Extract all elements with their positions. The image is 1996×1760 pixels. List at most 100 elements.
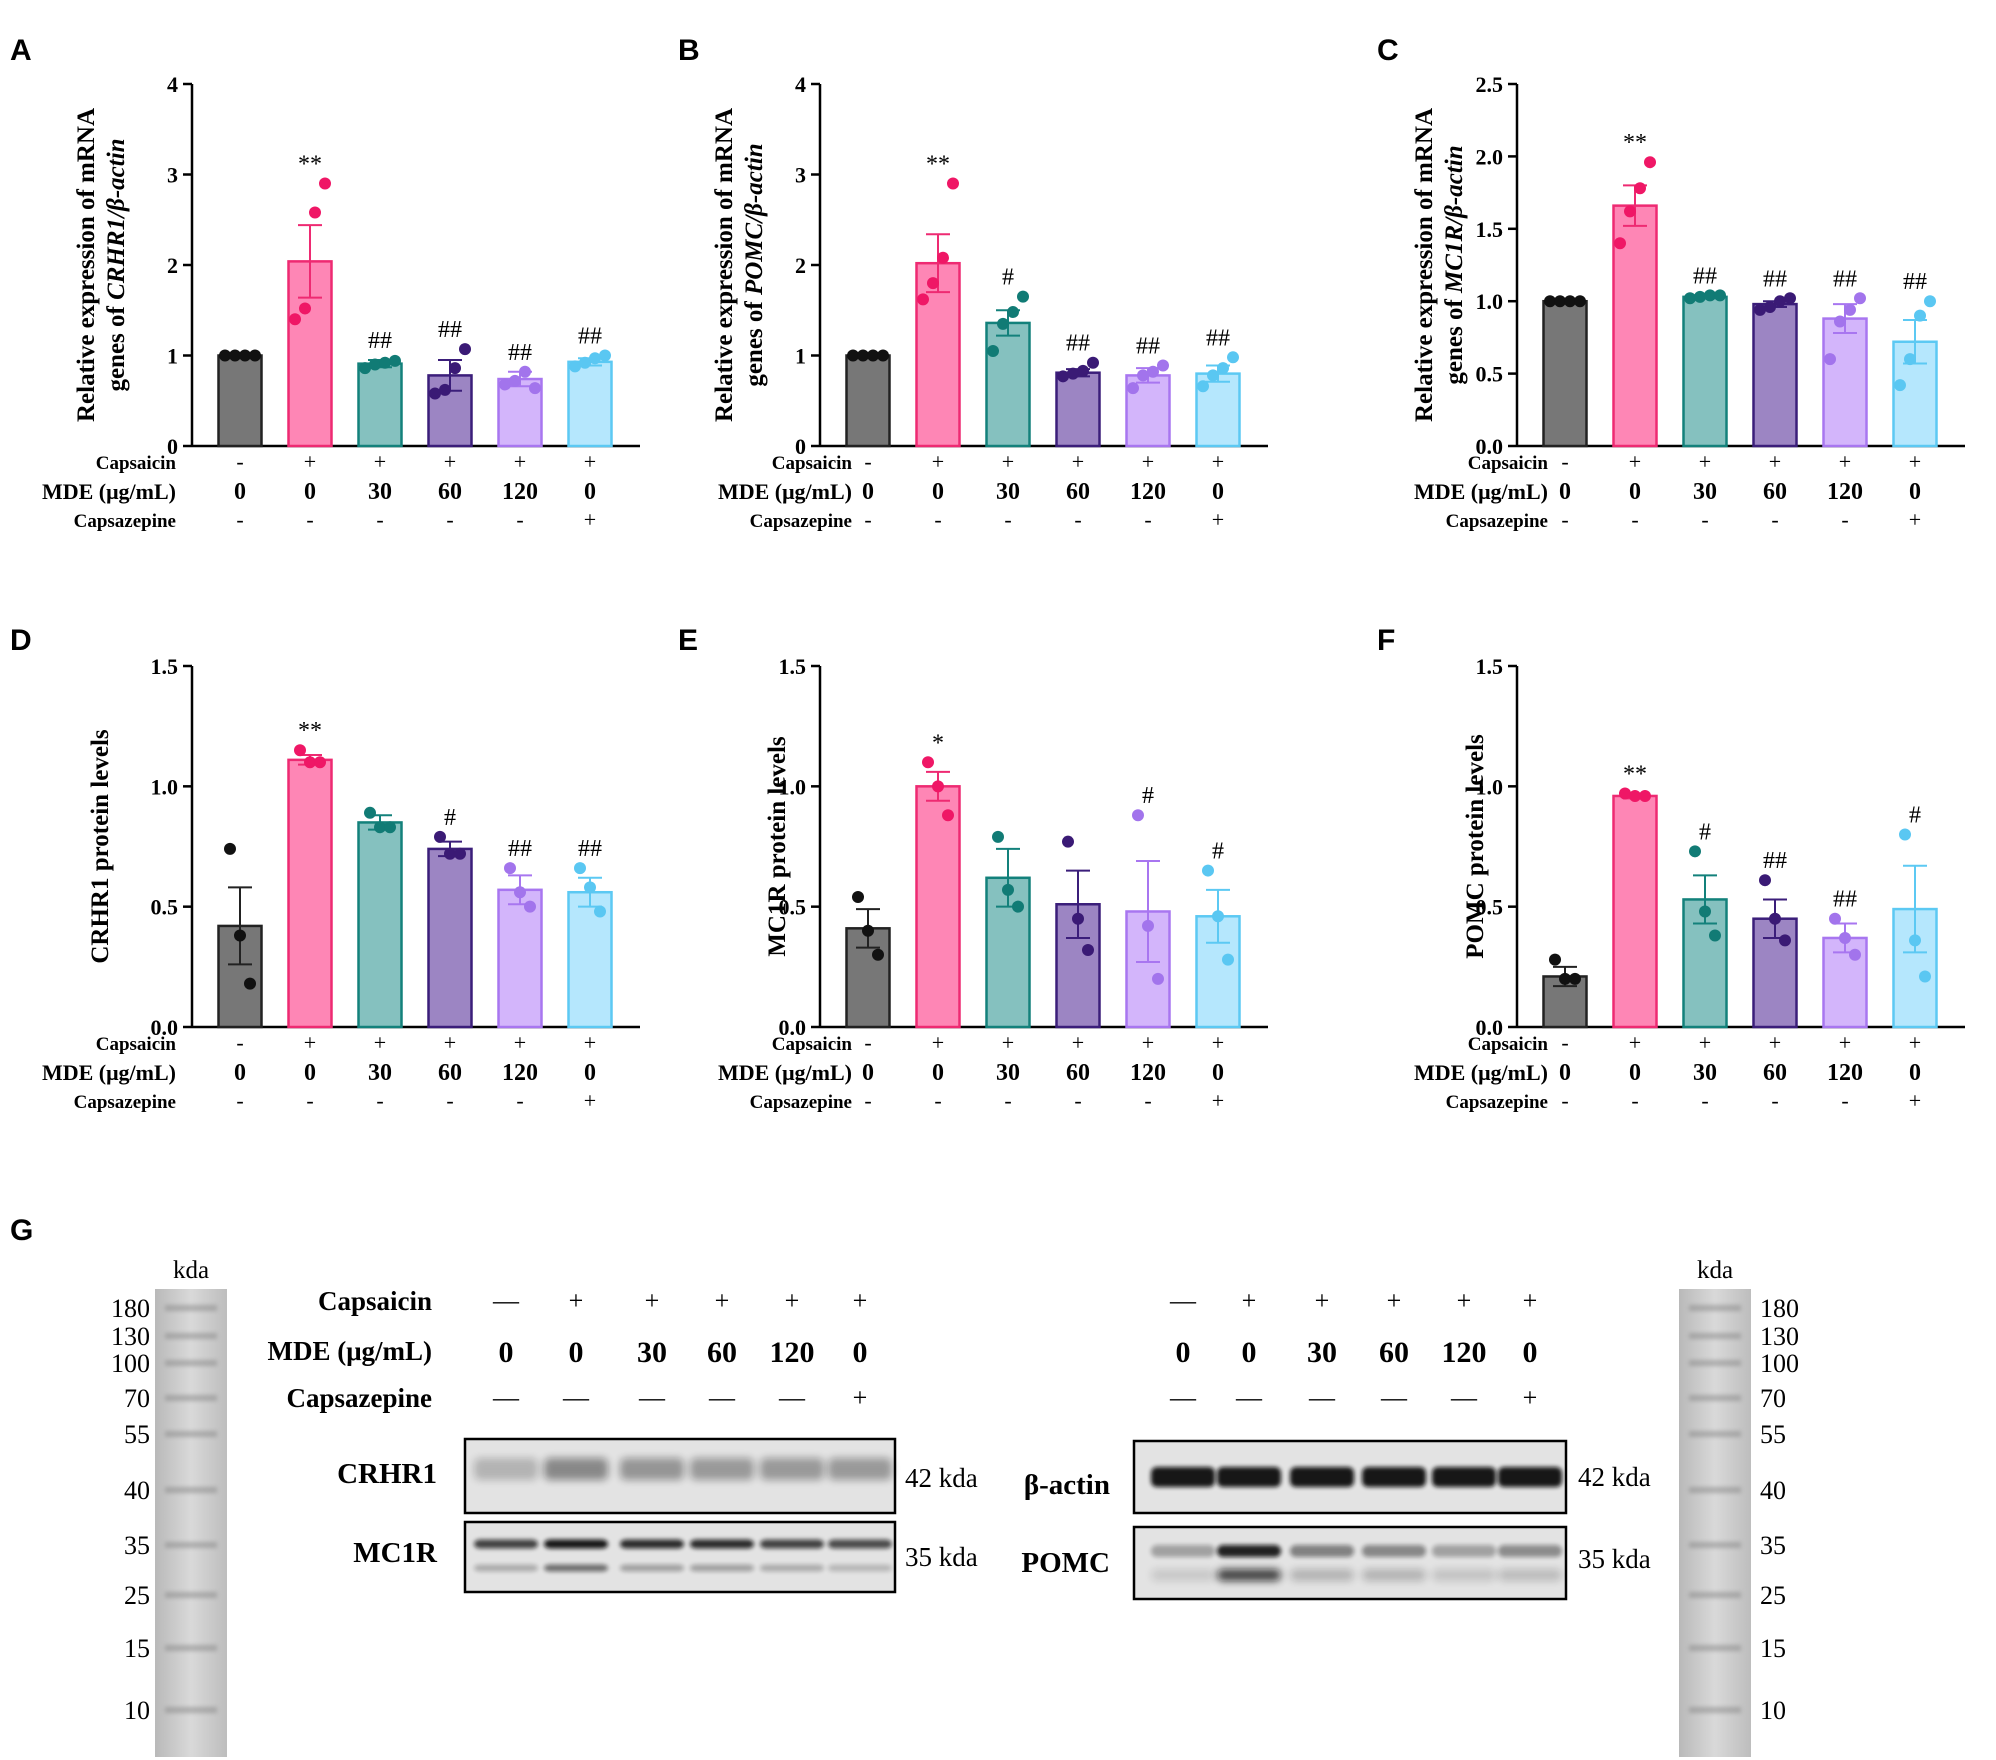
blot-band — [1217, 1467, 1281, 1487]
condition-value-capsaicin: + — [304, 1030, 316, 1055]
ladder-band — [1689, 1487, 1741, 1493]
blot-band — [1362, 1467, 1426, 1487]
bar — [357, 821, 403, 1029]
blot-band — [1498, 1545, 1562, 1557]
y-tick-label: 3 — [167, 163, 178, 188]
condition-label-mde: MDE (μg/mL) — [42, 1060, 176, 1085]
y-axis-label-prefix: genes of — [103, 300, 130, 392]
data-point — [229, 349, 241, 362]
significance-marker: ## — [508, 340, 532, 366]
blot-mde-value: 0 — [1242, 1336, 1257, 1369]
data-point — [1634, 182, 1646, 195]
data-point — [389, 354, 401, 367]
data-point — [1012, 900, 1024, 913]
ladder-band — [1689, 1431, 1741, 1437]
condition-value-capsaicin: - — [236, 1030, 243, 1055]
condition-value-capsaicin: + — [514, 1030, 526, 1055]
chart-panel-b: B 0 1 2 3 4 Relative expression of mRNA genes o… — [678, 34, 1268, 532]
condition-value-mde: 0 — [862, 479, 874, 505]
condition-value-capsazepine: - — [1841, 1088, 1848, 1113]
data-point — [1007, 306, 1019, 319]
condition-label-mde: MDE (μg/mL) — [718, 479, 852, 504]
blot-mde-value: 60 — [1379, 1336, 1409, 1369]
blot-mde-value: 0 — [569, 1336, 584, 1369]
blot-capsazepine-value: — — [1169, 1383, 1197, 1412]
blot-pomc — [1132, 1525, 1568, 1601]
blot-frame — [1132, 1439, 1568, 1515]
condition-value-mde: 30 — [368, 1060, 392, 1086]
blot-capsaicin-value: — — [1169, 1286, 1197, 1315]
condition-label-capsaicin: Capsaicin — [772, 1034, 853, 1055]
condition-value-capsaicin: + — [304, 449, 316, 474]
ladder-band — [1689, 1395, 1741, 1401]
condition-value-capsazepine: - — [446, 507, 453, 532]
condition-value-capsazepine: - — [1631, 1088, 1638, 1113]
y-tick-label: 1.0 — [1476, 774, 1504, 799]
data-point — [987, 344, 999, 357]
panel-label: E — [678, 624, 698, 657]
data-point — [1152, 972, 1164, 985]
condition-value-mde: 30 — [996, 1060, 1020, 1086]
blot-band — [1151, 1569, 1215, 1581]
condition-value-capsazepine: - — [1841, 507, 1848, 532]
y-axis-label-prefix: genes of — [741, 295, 768, 387]
y-tick-label: 0 — [167, 434, 178, 459]
condition-value-capsaicin: - — [236, 449, 243, 474]
data-point — [449, 362, 461, 375]
data-point — [1784, 292, 1796, 305]
significance-marker: ## — [508, 836, 532, 862]
condition-value-mde: 120 — [502, 1060, 538, 1086]
significance-marker: # — [1909, 802, 1921, 828]
data-point — [867, 349, 879, 362]
data-point — [997, 317, 1009, 330]
y-tick-label: 2 — [795, 253, 806, 278]
blot-band — [1498, 1569, 1562, 1581]
condition-value-capsaicin: + — [1002, 1030, 1014, 1055]
blot-capsazepine-value: — — [562, 1383, 590, 1412]
blot-mc1r — [463, 1520, 897, 1594]
data-point — [1072, 912, 1084, 925]
y-tick-label: 0.0 — [151, 1015, 179, 1040]
blot-capsazepine-value: — — [778, 1383, 806, 1412]
condition-value-capsaicin: + — [932, 1030, 944, 1055]
ladder-band — [1689, 1707, 1741, 1713]
condition-label-capsaicin: Capsaicin — [1468, 453, 1549, 474]
condition-value-capsazepine: - — [1701, 507, 1708, 532]
condition-value-mde: 0 — [1212, 1060, 1224, 1086]
condition-value-capsaicin: + — [1629, 449, 1641, 474]
blot-band — [1290, 1569, 1354, 1581]
blot-band — [620, 1458, 684, 1480]
ladder-mark: 25 — [1760, 1581, 1786, 1610]
condition-value-mde: 30 — [368, 479, 392, 505]
data-point — [1689, 845, 1701, 858]
condition-value-mde: 60 — [1763, 479, 1787, 505]
blot-capsazepine-value: — — [1380, 1383, 1408, 1412]
blot-band — [474, 1458, 538, 1480]
significance-marker: ** — [298, 718, 322, 744]
data-point — [1222, 953, 1234, 966]
data-point — [1714, 289, 1726, 302]
blot-capsazepine-value: — — [1450, 1383, 1478, 1412]
condition-value-capsaicin: + — [1142, 449, 1154, 474]
data-point — [519, 365, 531, 378]
data-point — [1559, 972, 1571, 985]
panel-label: G — [10, 1214, 33, 1247]
blot-capsaicin-value: + — [853, 1286, 868, 1315]
y-axis-label-gene: MC1R/β-actin — [1441, 145, 1468, 294]
condition-value-mde: 60 — [1066, 1060, 1090, 1086]
y-axis-label: CRHR1 protein levels — [87, 729, 114, 964]
condition-label-capsazepine: Capsazepine — [750, 1092, 852, 1113]
condition-value-capsaicin: + — [1769, 449, 1781, 474]
blot-capsazepine-value: — — [1308, 1383, 1336, 1412]
blot-band — [1151, 1467, 1215, 1487]
y-tick-label: 2 — [167, 253, 178, 278]
data-point — [1157, 359, 1169, 372]
condition-value-mde: 0 — [584, 1060, 596, 1086]
data-point — [524, 900, 536, 913]
bar — [1055, 371, 1101, 448]
condition-value-mde: 60 — [1066, 479, 1090, 505]
significance-marker: ## — [578, 324, 602, 350]
data-point — [1774, 295, 1786, 308]
